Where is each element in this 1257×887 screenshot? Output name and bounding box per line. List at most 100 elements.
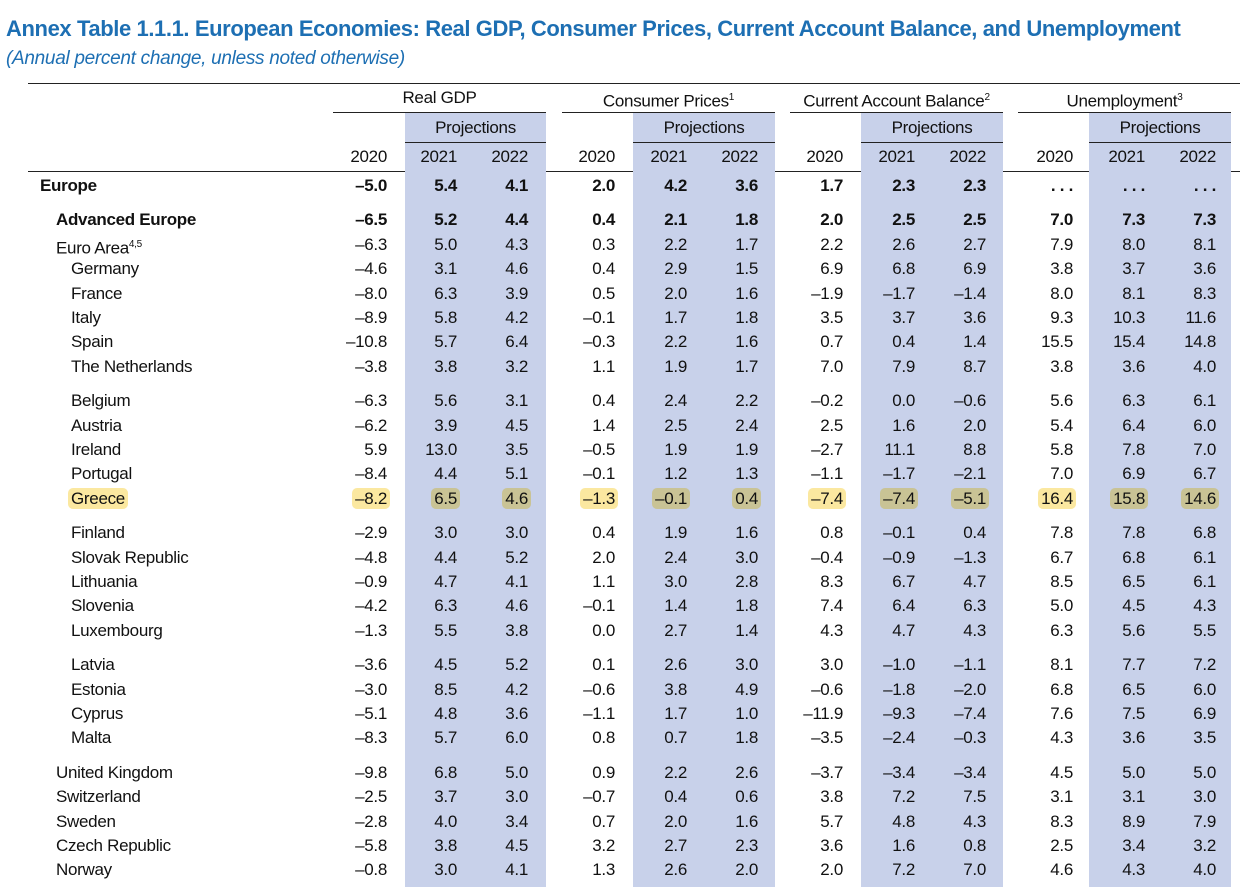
cell-value: 4.5 xyxy=(1013,763,1073,783)
cell-value-text: –8.2 xyxy=(352,487,390,509)
cell-value: 2.7 xyxy=(926,235,986,255)
cell-value: 8.1 xyxy=(1156,235,1216,255)
row-label: Spain xyxy=(71,332,113,352)
cell-value-text: 1.5 xyxy=(735,259,758,279)
cell-value-text: –4.6 xyxy=(355,259,387,279)
cell-value-text: –2.0 xyxy=(954,679,986,699)
cell-value: –3.8 xyxy=(327,357,387,377)
cell-value: 1.0 xyxy=(698,704,758,724)
cell-value: 0.1 xyxy=(555,655,615,675)
cell-value-text: 4.6 xyxy=(502,487,531,509)
cell-value: 2.9 xyxy=(627,259,687,279)
cell-value: 9.3 xyxy=(1013,308,1073,328)
cell-value-text: 3.0 xyxy=(505,523,528,543)
cell-value: –3.7 xyxy=(783,763,843,783)
cell-value-text: 2.0 xyxy=(592,547,615,567)
cell-value-text: –3.8 xyxy=(355,356,387,376)
cell-value: 6.9 xyxy=(1156,704,1216,724)
cell-value-text: 5.2 xyxy=(505,655,528,675)
cell-value: 7.3 xyxy=(1156,210,1216,230)
row-label-text: Euro Area xyxy=(56,238,129,258)
cell-value-text: 5.0 xyxy=(1050,596,1073,616)
cell-value-text: –0.1 xyxy=(583,308,615,327)
cell-value-text: 4.8 xyxy=(892,811,915,831)
cell-value: 3.7 xyxy=(397,787,457,807)
cell-value: 3.5 xyxy=(1156,728,1216,748)
cell-value-text: 4.0 xyxy=(434,811,457,831)
row-label-text: United Kingdom xyxy=(56,762,173,782)
row-label-text: Switzerland xyxy=(56,787,141,807)
cell-value: 1.4 xyxy=(698,621,758,641)
cell-value-text: –1.7 xyxy=(883,283,915,303)
cell-value-text: 1.3 xyxy=(592,860,615,880)
cell-value-text: 4.2 xyxy=(505,308,528,327)
cell-value: 3.8 xyxy=(783,787,843,807)
cell-value-text: 4.3 xyxy=(1050,728,1073,748)
cell-value: –5.1 xyxy=(929,487,989,509)
projections-label: Projections xyxy=(1119,118,1201,137)
row-label-text: Spain xyxy=(71,332,113,352)
cell-value-text: –0.1 xyxy=(652,487,690,509)
cell-value: 2.0 xyxy=(926,416,986,436)
cell-value: 7.2 xyxy=(1156,655,1216,675)
table-title: Annex Table 1.1.1. European Economies: R… xyxy=(6,16,1181,41)
cell-value-text: 1.8 xyxy=(735,596,758,616)
cell-value-text: 1.6 xyxy=(735,523,758,543)
cell-value: 3.1 xyxy=(1085,787,1145,807)
cell-value-text: 3.8 xyxy=(1050,259,1073,279)
cell-value-text: 1.3 xyxy=(735,464,758,484)
cell-value-text: 11.1 xyxy=(884,440,915,459)
row-label: Advanced Europe xyxy=(56,210,196,230)
cell-value: 0.8 xyxy=(555,728,615,748)
cell-value: –1.3 xyxy=(926,548,986,568)
cell-value-text: –0.8 xyxy=(355,860,387,880)
cell-value: 5.9 xyxy=(327,440,387,460)
row-label: Slovenia xyxy=(71,596,134,616)
cell-value: 4.1 xyxy=(468,572,528,592)
cell-value: –0.6 xyxy=(926,391,986,411)
cell-value: 0.4 xyxy=(555,391,615,411)
cell-value: –6.5 xyxy=(327,210,387,230)
cell-value: 1.7 xyxy=(627,704,687,724)
cell-value-text: 3.5 xyxy=(505,440,528,459)
cell-value-text: 8.3 xyxy=(1193,283,1216,303)
cell-value: –9.8 xyxy=(327,763,387,783)
top-rule xyxy=(28,83,1240,84)
cell-value: 6.9 xyxy=(926,259,986,279)
cell-value-text: 3.8 xyxy=(820,787,843,807)
row-label-text: Advanced Europe xyxy=(56,210,197,230)
cell-value: –4.6 xyxy=(327,259,387,279)
cell-value: 14.8 xyxy=(1156,332,1216,352)
cell-value-text: 3.1 xyxy=(1050,787,1073,807)
cell-value: –0.8 xyxy=(327,860,387,880)
row-label-text: Czech Republic xyxy=(56,836,171,855)
cell-value-text: 5.5 xyxy=(434,620,457,640)
cell-value: 14.6 xyxy=(1159,487,1219,509)
cell-value: 1.3 xyxy=(555,860,615,880)
cell-value-text: 3.6 xyxy=(820,836,843,855)
cell-value: –8.2 xyxy=(330,487,390,509)
projections-label: Projections xyxy=(891,118,973,137)
cell-value: 13.0 xyxy=(397,440,457,460)
cell-value-text: –5.1 xyxy=(951,487,989,509)
cell-value: 1.9 xyxy=(698,440,758,460)
cell-value: 8.7 xyxy=(926,357,986,377)
cell-value-text: 1.8 xyxy=(735,308,758,327)
cell-value-text: 8.3 xyxy=(1050,811,1073,831)
cell-value: 3.9 xyxy=(397,416,457,436)
cell-value: –2.7 xyxy=(783,440,843,460)
cell-value: 3.6 xyxy=(1085,728,1145,748)
cell-value-text: –1.8 xyxy=(883,679,915,699)
cell-value-text: 6.9 xyxy=(1122,464,1145,484)
cell-value-text: 3.0 xyxy=(434,860,457,880)
cell-value: 2.6 xyxy=(627,655,687,675)
cell-value: 0.4 xyxy=(555,259,615,279)
cell-value: 6.7 xyxy=(1156,464,1216,484)
row-label: Europe xyxy=(40,176,97,196)
cell-value-text: 7.3 xyxy=(1193,210,1216,230)
cell-value: –8.9 xyxy=(327,308,387,328)
cell-value-text: 1.9 xyxy=(664,356,687,376)
cell-value-text: 1.4 xyxy=(664,596,687,616)
cell-value-text: 2.2 xyxy=(664,332,687,352)
